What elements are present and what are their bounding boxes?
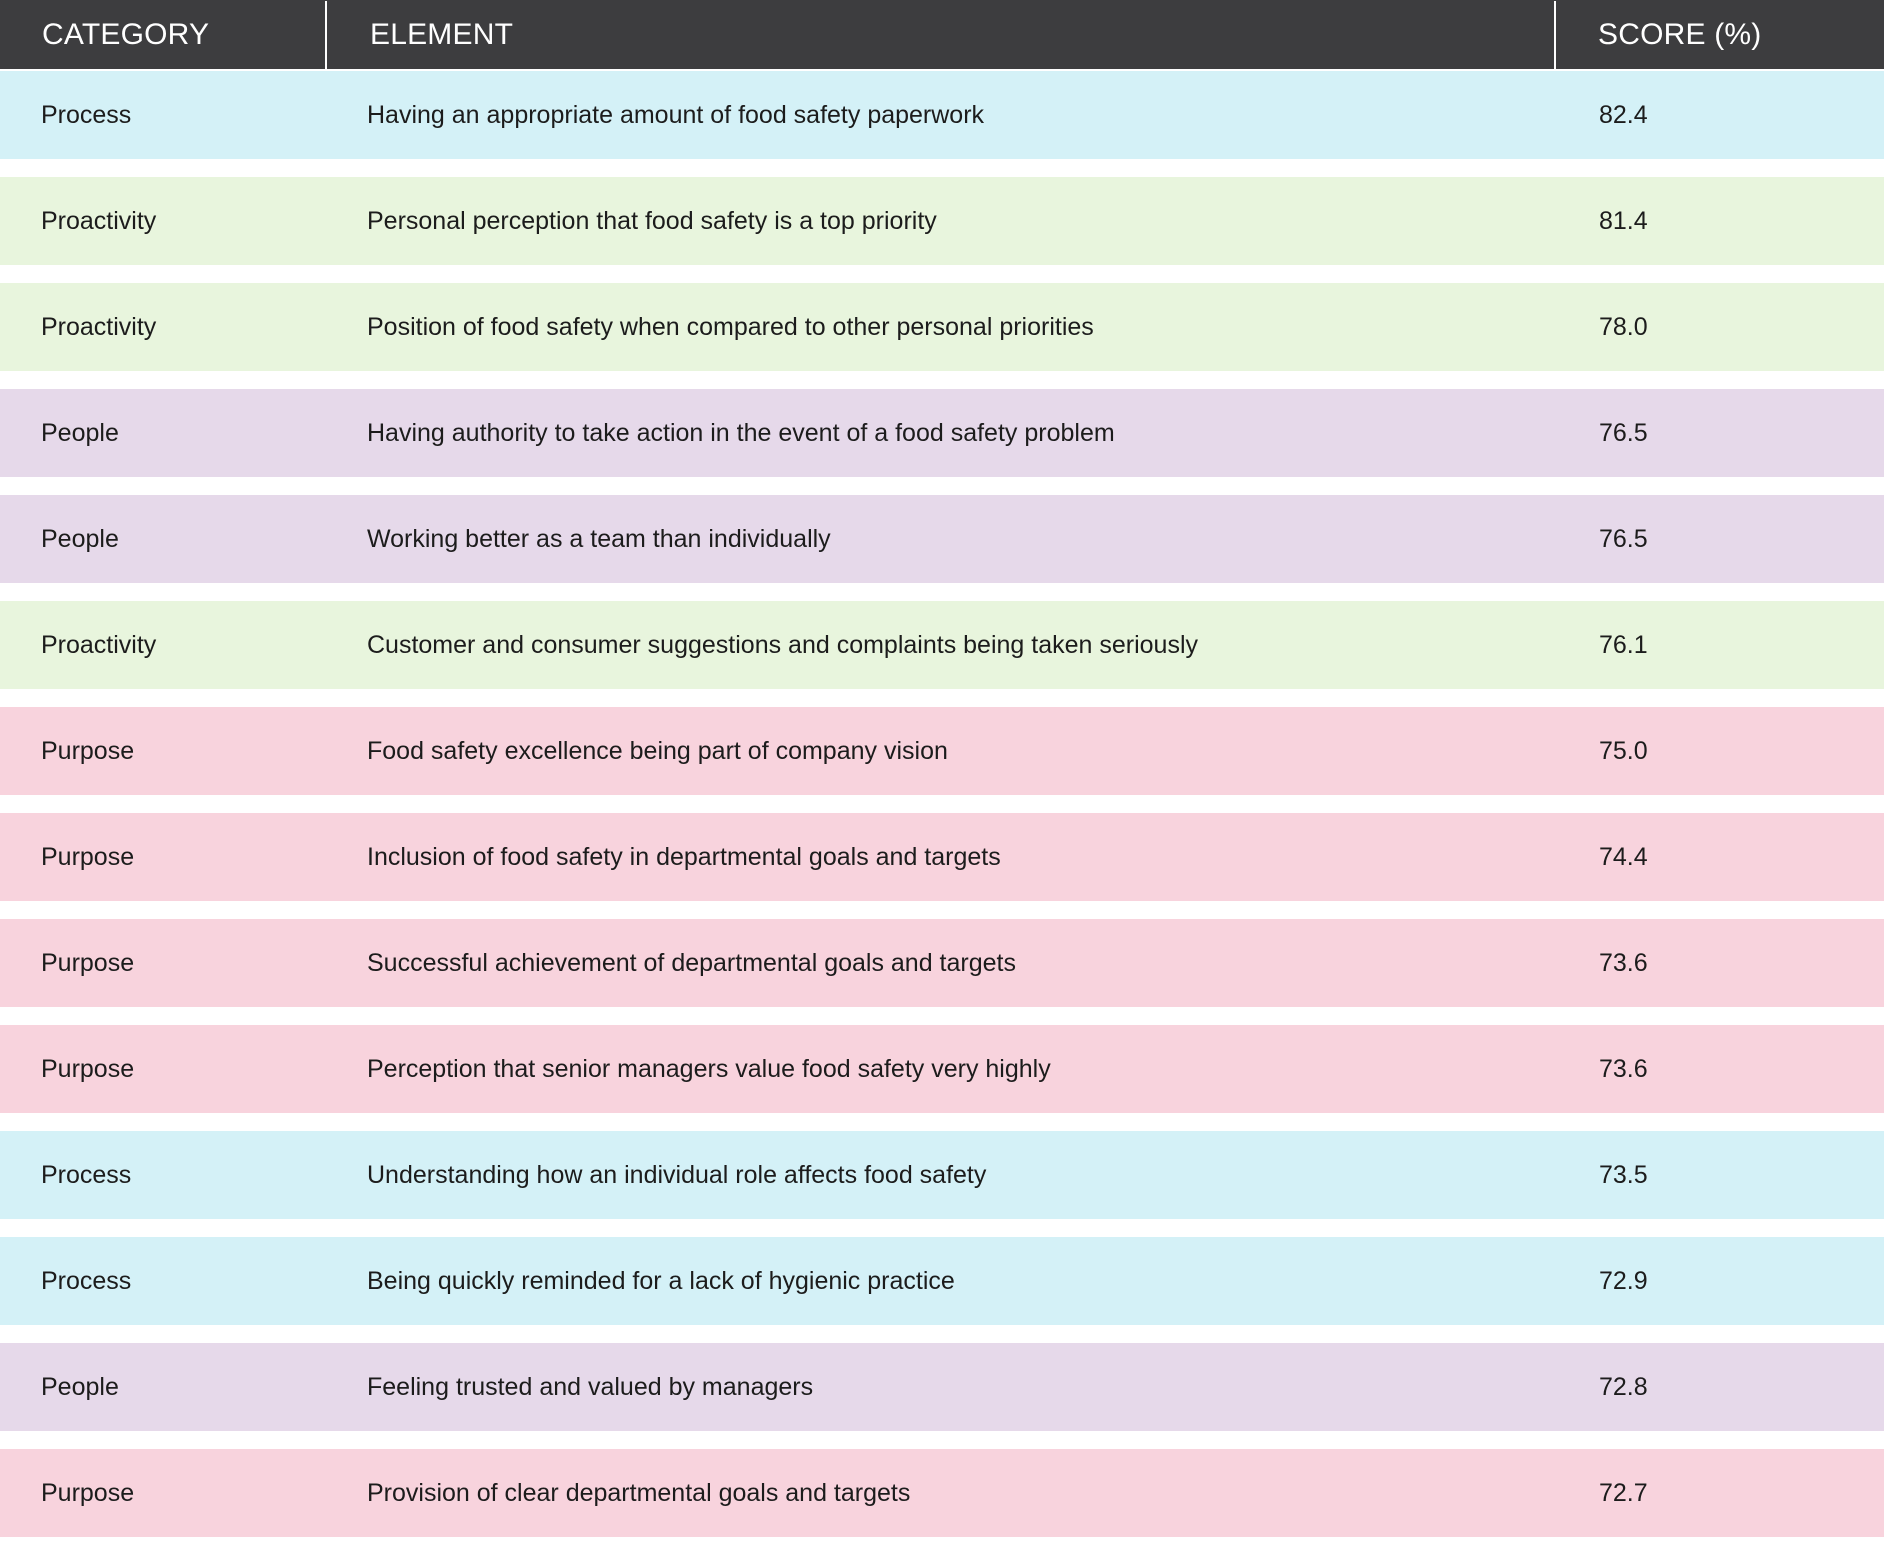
- table-row: People Working better as a team than ind…: [0, 495, 1884, 583]
- category-cell: Purpose: [41, 1478, 135, 1507]
- category-cell: Purpose: [41, 948, 135, 977]
- category-cell: Purpose: [41, 1054, 135, 1083]
- category-cell: Process: [41, 1160, 132, 1189]
- element-cell: Provision of clear departmental goals an…: [367, 1478, 911, 1507]
- table-row: Proactivity Position of food safety when…: [0, 283, 1884, 371]
- table-row: Process Being quickly reminded for a lac…: [0, 1237, 1884, 1325]
- category-cell: Process: [41, 100, 132, 129]
- element-cell: Inclusion of food safety in departmental…: [367, 842, 1001, 871]
- table-row: Purpose Food safety excellence being par…: [0, 707, 1884, 795]
- score-cell: 76.5: [1599, 524, 1648, 553]
- element-cell: Personal perception that food safety is …: [367, 206, 937, 235]
- table-row: Process Having an appropriate amount of …: [0, 71, 1884, 159]
- score-cell: 73.6: [1599, 1054, 1648, 1083]
- score-cell: 74.4: [1599, 842, 1648, 871]
- score-cell: 72.9: [1599, 1266, 1648, 1295]
- element-cell: Customer and consumer suggestions and co…: [367, 630, 1199, 659]
- score-cell: 82.4: [1599, 100, 1648, 129]
- table-row: Purpose Provision of clear departmental …: [0, 1449, 1884, 1537]
- table-row: People Feeling trusted and valued by man…: [0, 1343, 1884, 1431]
- table-row: Process Understanding how an individual …: [0, 1131, 1884, 1219]
- score-cell: 76.5: [1599, 418, 1648, 447]
- element-cell: Having an appropriate amount of food saf…: [367, 100, 985, 129]
- table-row: Purpose Successful achievement of depart…: [0, 919, 1884, 1007]
- score-cell: 72.8: [1599, 1372, 1648, 1401]
- header-category: CATEGORY: [0, 1, 327, 69]
- header-element: ELEMENT: [327, 1, 1556, 69]
- score-cell: 81.4: [1599, 206, 1648, 235]
- table-row: People Having authority to take action i…: [0, 389, 1884, 477]
- table-header: CATEGORY ELEMENT SCORE (%): [0, 0, 1884, 69]
- element-cell: Having authority to take action in the e…: [367, 418, 1115, 447]
- element-cell: Working better as a team than individual…: [367, 524, 831, 553]
- table-row: Purpose Inclusion of food safety in depa…: [0, 813, 1884, 901]
- score-cell: 73.6: [1599, 948, 1648, 977]
- element-cell: Position of food safety when compared to…: [367, 312, 1094, 341]
- element-cell: Understanding how an individual role aff…: [367, 1160, 987, 1189]
- category-cell: Proactivity: [41, 312, 157, 341]
- table-row: Proactivity Customer and consumer sugges…: [0, 601, 1884, 689]
- header-score: SCORE (%): [1598, 18, 1762, 51]
- category-cell: Proactivity: [41, 206, 157, 235]
- category-cell: Process: [41, 1266, 132, 1295]
- category-cell: People: [41, 418, 119, 447]
- score-cell: 73.5: [1599, 1160, 1648, 1189]
- element-cell: Food safety excellence being part of com…: [367, 736, 948, 765]
- table-row: Proactivity Personal perception that foo…: [0, 177, 1884, 265]
- category-cell: People: [41, 524, 119, 553]
- category-cell: Purpose: [41, 736, 135, 765]
- table-row: Purpose Perception that senior managers …: [0, 1025, 1884, 1113]
- category-cell: Purpose: [41, 842, 135, 871]
- element-cell: Perception that senior managers value fo…: [367, 1054, 1051, 1083]
- element-cell: Successful achievement of departmental g…: [367, 948, 1016, 977]
- score-cell: 75.0: [1599, 736, 1648, 765]
- score-cell: 72.7: [1599, 1478, 1648, 1507]
- score-cell: 78.0: [1599, 312, 1648, 341]
- score-cell: 76.1: [1599, 630, 1648, 659]
- table-body: Process Having an appropriate amount of …: [0, 71, 1884, 1537]
- category-cell: People: [41, 1372, 119, 1401]
- element-cell: Feeling trusted and valued by managers: [367, 1372, 814, 1401]
- element-cell: Being quickly reminded for a lack of hyg…: [367, 1266, 955, 1295]
- category-cell: Proactivity: [41, 630, 157, 659]
